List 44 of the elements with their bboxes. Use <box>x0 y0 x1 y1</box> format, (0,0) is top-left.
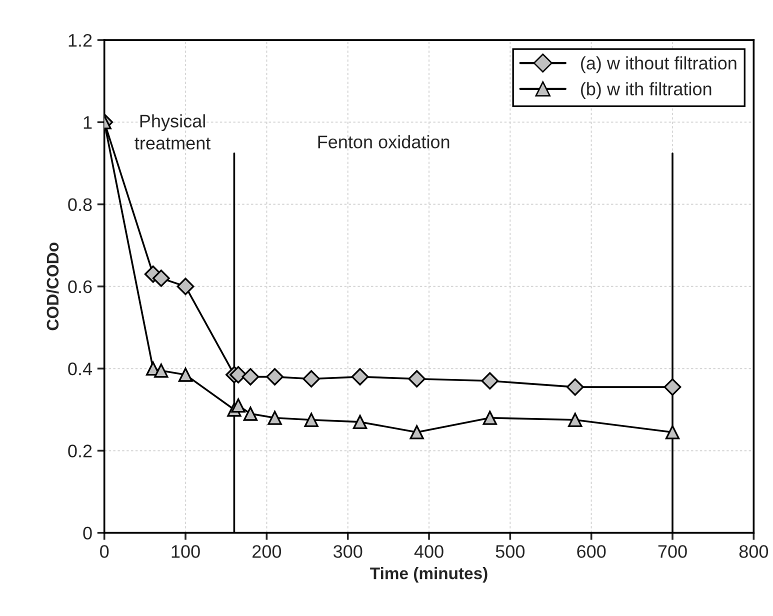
x-tick-label: 500 <box>496 545 525 558</box>
y-tick-label: 0.2 <box>68 444 92 458</box>
point <box>266 368 284 386</box>
x-tick-label: 0 <box>100 545 109 558</box>
y-tick-label: 1 <box>84 116 92 129</box>
x-axis-title: Time (minutes) <box>370 567 488 583</box>
point <box>176 278 194 296</box>
point <box>154 364 168 378</box>
point <box>302 370 320 388</box>
x-tick-label: 100 <box>172 545 200 558</box>
y-tick-label: 0.4 <box>68 362 92 376</box>
point <box>352 414 368 430</box>
y-tick-label: 0.6 <box>68 280 92 294</box>
point <box>230 366 247 384</box>
point <box>231 398 246 413</box>
annotation: Physical treatment <box>134 114 211 150</box>
point <box>408 370 426 388</box>
point <box>665 425 680 440</box>
x-tick-label: 200 <box>252 545 282 558</box>
x-tick-label: 400 <box>414 545 444 558</box>
legend-label: (a) w ithout filtration <box>581 56 736 74</box>
point <box>304 412 318 427</box>
point <box>482 410 497 425</box>
y-axis-title: COD/CODo <box>46 242 59 330</box>
point <box>242 368 260 386</box>
point <box>410 425 424 440</box>
x-tick-label: 700 <box>658 545 687 558</box>
y-tick-label: 1.2 <box>68 34 92 47</box>
point <box>351 368 369 386</box>
x-tick-label: 300 <box>333 545 362 558</box>
point <box>664 378 682 396</box>
y-tick-label: 0 <box>83 526 92 540</box>
point <box>152 270 170 287</box>
x-tick-label: 800 <box>739 545 768 558</box>
point <box>268 410 282 425</box>
point <box>243 406 258 421</box>
point <box>566 378 584 396</box>
x-tick-label: 600 <box>577 545 606 558</box>
point <box>481 372 499 390</box>
point <box>568 412 582 427</box>
legend-label: (b) w ith filtration <box>581 82 712 99</box>
annotation: Fenton oxidation <box>318 135 450 148</box>
y-tick-label: 0.8 <box>68 198 92 212</box>
point <box>178 368 193 382</box>
